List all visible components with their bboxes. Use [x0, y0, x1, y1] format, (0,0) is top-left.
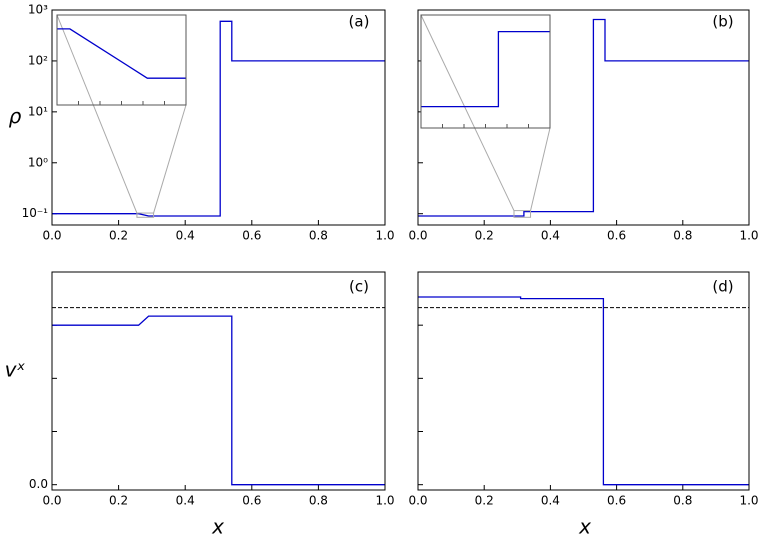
series-line [52, 315, 385, 486]
x-tick-label: 1.0 [739, 494, 758, 508]
series-line [421, 30, 550, 108]
x-tick-label: 0.6 [242, 494, 261, 508]
inset-frame [420, 14, 551, 129]
zoom-connector [153, 104, 187, 214]
panel-label: (d) [712, 278, 733, 296]
x-tick-label: 1.0 [375, 494, 394, 508]
x-axis-label: x [578, 515, 591, 539]
x-tick-label: 0.6 [242, 229, 261, 243]
x-tick-label: 0.2 [475, 229, 494, 243]
x-tick-label: 0.2 [109, 229, 128, 243]
x-tick-label: 0.2 [475, 494, 494, 508]
series-line [52, 20, 385, 217]
inset-frame [56, 14, 187, 106]
x-tick-label: 0.8 [673, 494, 692, 508]
y-tick-label: 10² [28, 53, 48, 67]
x-tick-label: 0.6 [607, 229, 626, 243]
series-line [418, 296, 749, 486]
series-line [57, 28, 186, 79]
inset-background [421, 15, 550, 128]
x-axis-label: x [211, 515, 224, 539]
x-tick-label: 1.0 [375, 229, 394, 243]
y-tick-label: 10⁻¹ [22, 206, 49, 220]
x-tick-label: 1.0 [739, 229, 758, 243]
x-tick-label: 0.0 [42, 229, 61, 243]
x-tick-label: 0.4 [176, 229, 195, 243]
y-axis-label: vˣ [5, 358, 26, 382]
x-tick-label: 0.0 [42, 494, 61, 508]
plot-frame [51, 9, 386, 226]
panel-label: (c) [349, 278, 369, 296]
x-tick-label: 0.4 [541, 229, 560, 243]
x-tick-label: 0.8 [309, 494, 328, 508]
series-line [418, 18, 749, 217]
x-tick-label: 0.2 [109, 494, 128, 508]
x-tick-label: 0.6 [607, 494, 626, 508]
zoom-connector [56, 14, 138, 214]
panel-label: (b) [712, 13, 733, 31]
x-tick-label: 0.0 [408, 229, 427, 243]
inset-background [57, 15, 186, 105]
x-tick-label: 0.0 [408, 494, 427, 508]
y-tick-label: 0.0 [29, 477, 48, 491]
panel-label: (a) [349, 13, 370, 31]
zoom-connector [420, 14, 515, 211]
y-tick-label: 10¹ [28, 104, 48, 118]
plot-frame [417, 271, 750, 491]
zoom-region [136, 212, 155, 218]
x-tick-label: 0.4 [541, 494, 560, 508]
x-tick-label: 0.8 [309, 229, 328, 243]
plot-frame [417, 9, 750, 226]
y-tick-label: 10³ [28, 3, 48, 17]
y-axis-label: ρ [9, 104, 22, 128]
y-tick-label: 10⁰ [28, 155, 48, 169]
zoom-connector [530, 127, 551, 211]
zoom-region [513, 210, 532, 218]
x-tick-label: 0.8 [673, 229, 692, 243]
plot-frame [51, 271, 386, 491]
x-tick-label: 0.4 [176, 494, 195, 508]
